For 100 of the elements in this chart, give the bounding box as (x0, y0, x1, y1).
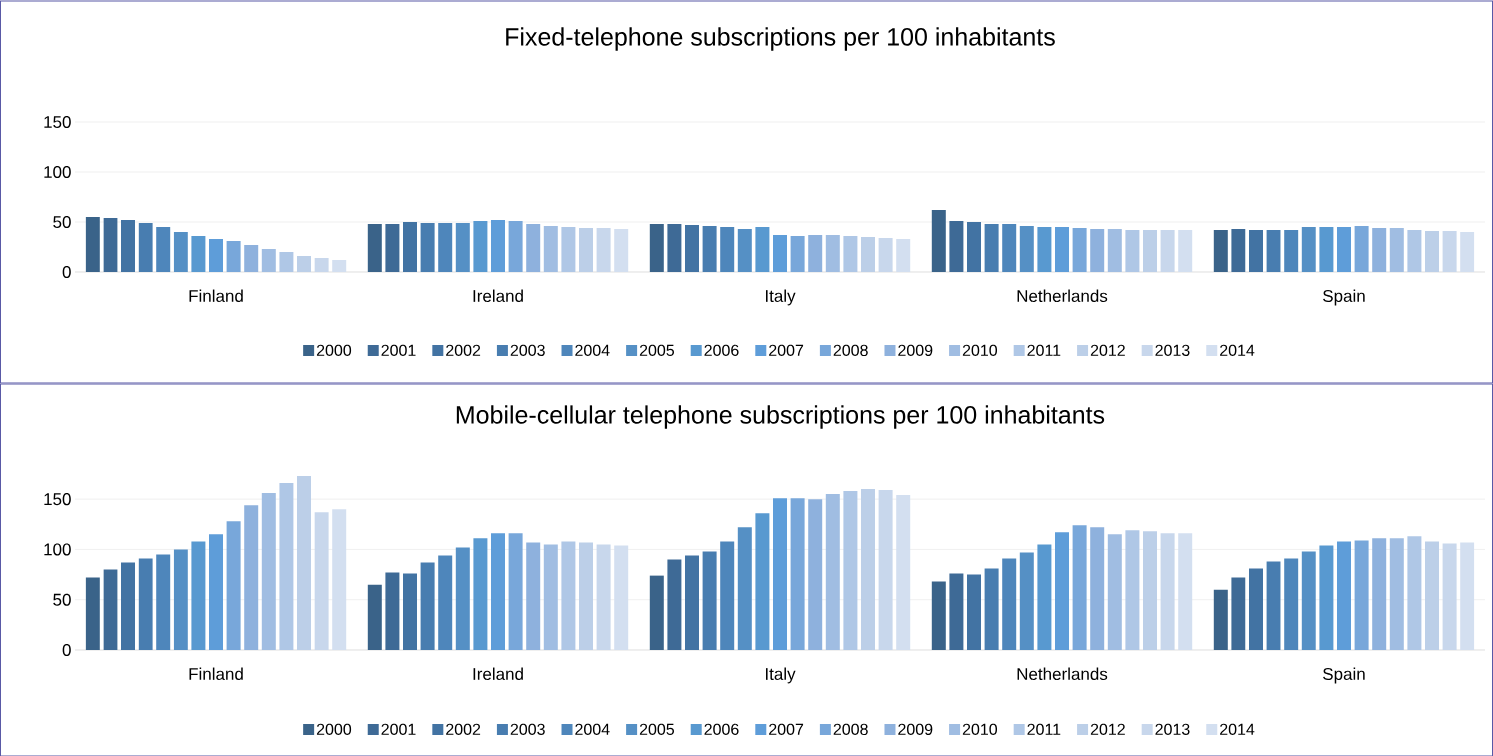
legend-label: 2008 (833, 344, 868, 356)
legend-label: 2005 (639, 344, 675, 356)
bar (596, 544, 611, 650)
bar (1090, 527, 1105, 650)
y-tick-label: 150 (44, 493, 71, 506)
bar (279, 483, 294, 650)
bar (473, 221, 488, 272)
bar (896, 495, 911, 650)
bar (790, 498, 805, 650)
bar (1425, 230, 1440, 272)
bar (1178, 533, 1193, 650)
bar (790, 236, 805, 272)
legend-label: 2001 (381, 723, 416, 735)
y-tick-label: 0 (62, 265, 71, 279)
bar (614, 228, 629, 272)
bar (103, 218, 118, 272)
legend-label: 2014 (1220, 723, 1255, 735)
bar (1019, 552, 1034, 650)
bar (825, 235, 840, 272)
bar (420, 223, 435, 272)
legend-label: 2006 (704, 723, 739, 735)
bar (226, 241, 241, 272)
bar (667, 559, 682, 650)
chart-title: Mobile-cellular telephone subscriptions per 100 inhabitants (456, 405, 1105, 429)
bar (226, 521, 241, 650)
bar (649, 224, 664, 272)
bar (755, 513, 770, 650)
legend-label: 2000 (316, 723, 352, 735)
y-tick-label: 100 (44, 165, 71, 179)
bar (579, 227, 594, 272)
bar (138, 223, 153, 272)
bar (1442, 543, 1457, 650)
legend-label: 2003 (510, 723, 545, 735)
y-tick-label: 150 (44, 115, 71, 129)
bar (1249, 568, 1263, 650)
bar (1337, 227, 1351, 272)
x-tick-label: Italy (765, 667, 796, 684)
bar (1407, 229, 1422, 272)
bar (1266, 561, 1281, 650)
bar (1372, 538, 1387, 650)
bar (1213, 589, 1228, 650)
legend-label: 2012 (1090, 723, 1125, 735)
bar (1284, 229, 1299, 272)
bar (1002, 224, 1017, 272)
bar (85, 217, 100, 272)
x-tick-label: Ireland (473, 289, 523, 303)
bar (984, 568, 999, 650)
bar (949, 573, 964, 650)
bar (103, 569, 118, 650)
bar (808, 235, 823, 272)
y-tick-label: 100 (44, 543, 71, 556)
bar (261, 493, 276, 650)
bar (1160, 229, 1175, 272)
bar (1407, 536, 1422, 650)
bar (367, 584, 382, 650)
bar (1337, 541, 1351, 650)
bar (209, 239, 224, 272)
bar (843, 491, 858, 650)
bar (1284, 558, 1299, 650)
bar (596, 227, 611, 272)
bar (385, 572, 400, 650)
bar (1425, 541, 1440, 650)
bar (1354, 226, 1369, 272)
bar (1389, 538, 1404, 650)
legend-label: 2000 (316, 344, 352, 356)
bar (773, 235, 787, 272)
bar (1249, 229, 1263, 272)
x-tick-label: Spain (1323, 289, 1365, 306)
bar (1002, 558, 1017, 650)
bar (279, 251, 294, 272)
bar (367, 224, 382, 272)
bar (244, 505, 259, 650)
bar (737, 228, 752, 272)
bar (121, 562, 136, 650)
legend-label: 2005 (639, 723, 675, 735)
bar (737, 527, 752, 650)
bar (209, 534, 224, 650)
bar (1301, 227, 1316, 272)
bar (526, 224, 541, 272)
y-tick-label: 50 (53, 215, 71, 229)
bar (138, 558, 153, 650)
bar (579, 542, 594, 650)
bar (455, 547, 470, 650)
x-tick-label: Netherlands (1017, 289, 1108, 303)
x-tick-label: Finland (189, 289, 243, 303)
x-tick-label: Italy (765, 289, 796, 306)
bar (1231, 577, 1246, 650)
bar (1107, 534, 1122, 650)
bar (861, 237, 875, 272)
bar (438, 223, 453, 272)
y-tick-label: 0 (62, 643, 71, 657)
bar (314, 258, 329, 272)
bar (85, 577, 100, 650)
bar (1442, 230, 1457, 272)
bar (543, 226, 558, 272)
bar (403, 573, 417, 650)
x-tick-label: Finland (189, 667, 243, 681)
y-tick-label: 50 (53, 593, 71, 606)
bar (297, 256, 312, 272)
bar (861, 489, 875, 650)
